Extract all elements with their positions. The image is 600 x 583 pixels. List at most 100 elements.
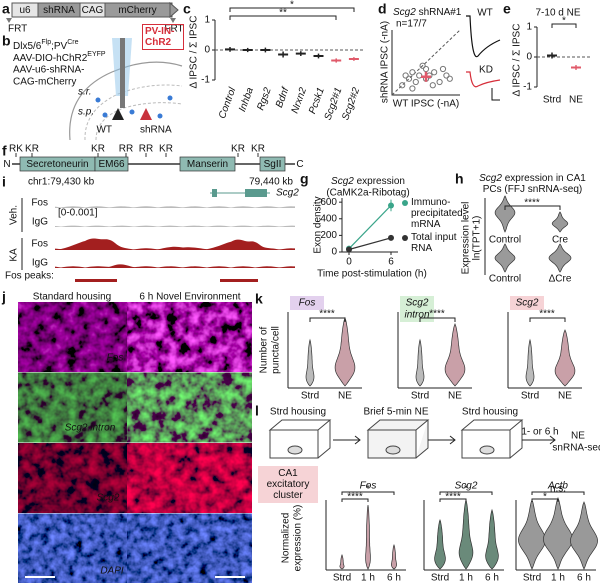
label: N (3, 159, 10, 170)
arrow (333, 435, 556, 445)
x-tick-label: 6 (388, 257, 394, 268)
label: * (562, 16, 566, 27)
label: intron (404, 310, 429, 321)
label: Scg2 intron (65, 423, 116, 434)
shape (529, 317, 566, 322)
label: Time post-stimulation (h) (317, 269, 427, 280)
violin (494, 243, 516, 273)
panel-label: d (378, 1, 387, 17)
pv-cell (95, 97, 101, 103)
micrograph (127, 302, 252, 372)
label: FRT (164, 24, 183, 35)
panel-label: b (2, 33, 11, 49)
label: NE (448, 391, 462, 402)
scatter-point (436, 78, 443, 86)
panel-label: c (183, 1, 191, 17)
label: Strd (521, 391, 539, 402)
x-tick-label: Nrxn2 (290, 86, 310, 115)
cleavage-site: KR (25, 144, 39, 155)
mouse (385, 445, 401, 455)
panel-label: g (300, 171, 309, 187)
shape (120, 38, 125, 108)
track-signal (55, 264, 295, 268)
label: Standard housing (33, 292, 111, 303)
scatter-point (409, 69, 416, 76)
label: PV-IN-ChR2 (142, 24, 184, 50)
label: s.r. (78, 87, 92, 98)
label: NE (338, 391, 352, 402)
violin (458, 498, 474, 570)
label: Number of (259, 326, 270, 373)
track-signal (55, 206, 295, 208)
x-tick-label: Strd (543, 95, 561, 106)
title: Scg2 expression in CA1 PCs (FFJ snRNA-se… (470, 173, 595, 195)
label: 6 h (485, 573, 499, 583)
label: ln(TPT+1) (472, 216, 483, 261)
label: * (464, 484, 468, 495)
panel-label: a (2, 1, 10, 17)
label: Fos (360, 481, 377, 492)
domain-label: SgII (264, 159, 282, 170)
shape (6, 18, 12, 23)
label: KD (479, 65, 493, 76)
label: Expression level (461, 202, 472, 275)
domain (94, 156, 129, 172)
label: Normalized (281, 513, 292, 564)
label: **** (445, 492, 461, 503)
legend-label: Total input RNA (411, 232, 457, 254)
label: Scg2 shRNA#1 (393, 7, 462, 18)
scatter-point (416, 72, 423, 79)
label: 6 h (387, 573, 401, 583)
shape (170, 18, 176, 23)
shape (391, 29, 461, 96)
shape (229, 7, 355, 12)
shape (69, 61, 183, 141)
label: * (543, 492, 547, 503)
violin (554, 329, 576, 387)
label: shRNA (140, 125, 172, 136)
y-tick-label: 0 (331, 247, 337, 258)
scatter-point (399, 82, 406, 89)
violin (548, 243, 572, 273)
violin (518, 499, 546, 570)
shape (341, 491, 395, 495)
label: Fos (299, 298, 316, 309)
shape (341, 498, 369, 502)
label: n.s. (550, 484, 566, 495)
label: DAPI (100, 566, 124, 577)
label-part: Flp (41, 39, 51, 46)
legend-marker (402, 235, 408, 241)
cage (268, 419, 332, 459)
series-line (348, 237, 392, 251)
label: 1 h (361, 573, 375, 583)
label: CAG-mCherry (13, 77, 76, 88)
domain (259, 156, 286, 172)
cleavage-site: KR (251, 144, 265, 155)
scatter-point (405, 75, 413, 82)
gene-tag (510, 296, 544, 310)
micrograph (18, 513, 127, 583)
track-label: IgG (32, 258, 48, 269)
shape (419, 317, 456, 322)
label: n=17/7 (396, 19, 427, 30)
micrograph (18, 302, 127, 372)
gene-tag (290, 296, 324, 310)
label: **** (429, 309, 445, 320)
violin (570, 501, 598, 570)
label: **** (319, 309, 335, 320)
peak-bar (220, 279, 258, 282)
segment-label: mCherry (118, 5, 156, 16)
label: 7-10 d NE (535, 8, 580, 19)
cleavage-site: RK (9, 144, 23, 155)
panel-label: i (2, 174, 6, 190)
y-tick-label: -1 (523, 82, 532, 93)
y-tick-label: 400 (320, 213, 337, 224)
track-label: Fos (31, 239, 48, 250)
x-tick-label: Inhba (237, 86, 256, 114)
label: NE (571, 431, 585, 442)
violin (365, 504, 371, 570)
mouse (287, 445, 303, 455)
micrograph (18, 372, 127, 443)
micrograph (127, 513, 252, 583)
